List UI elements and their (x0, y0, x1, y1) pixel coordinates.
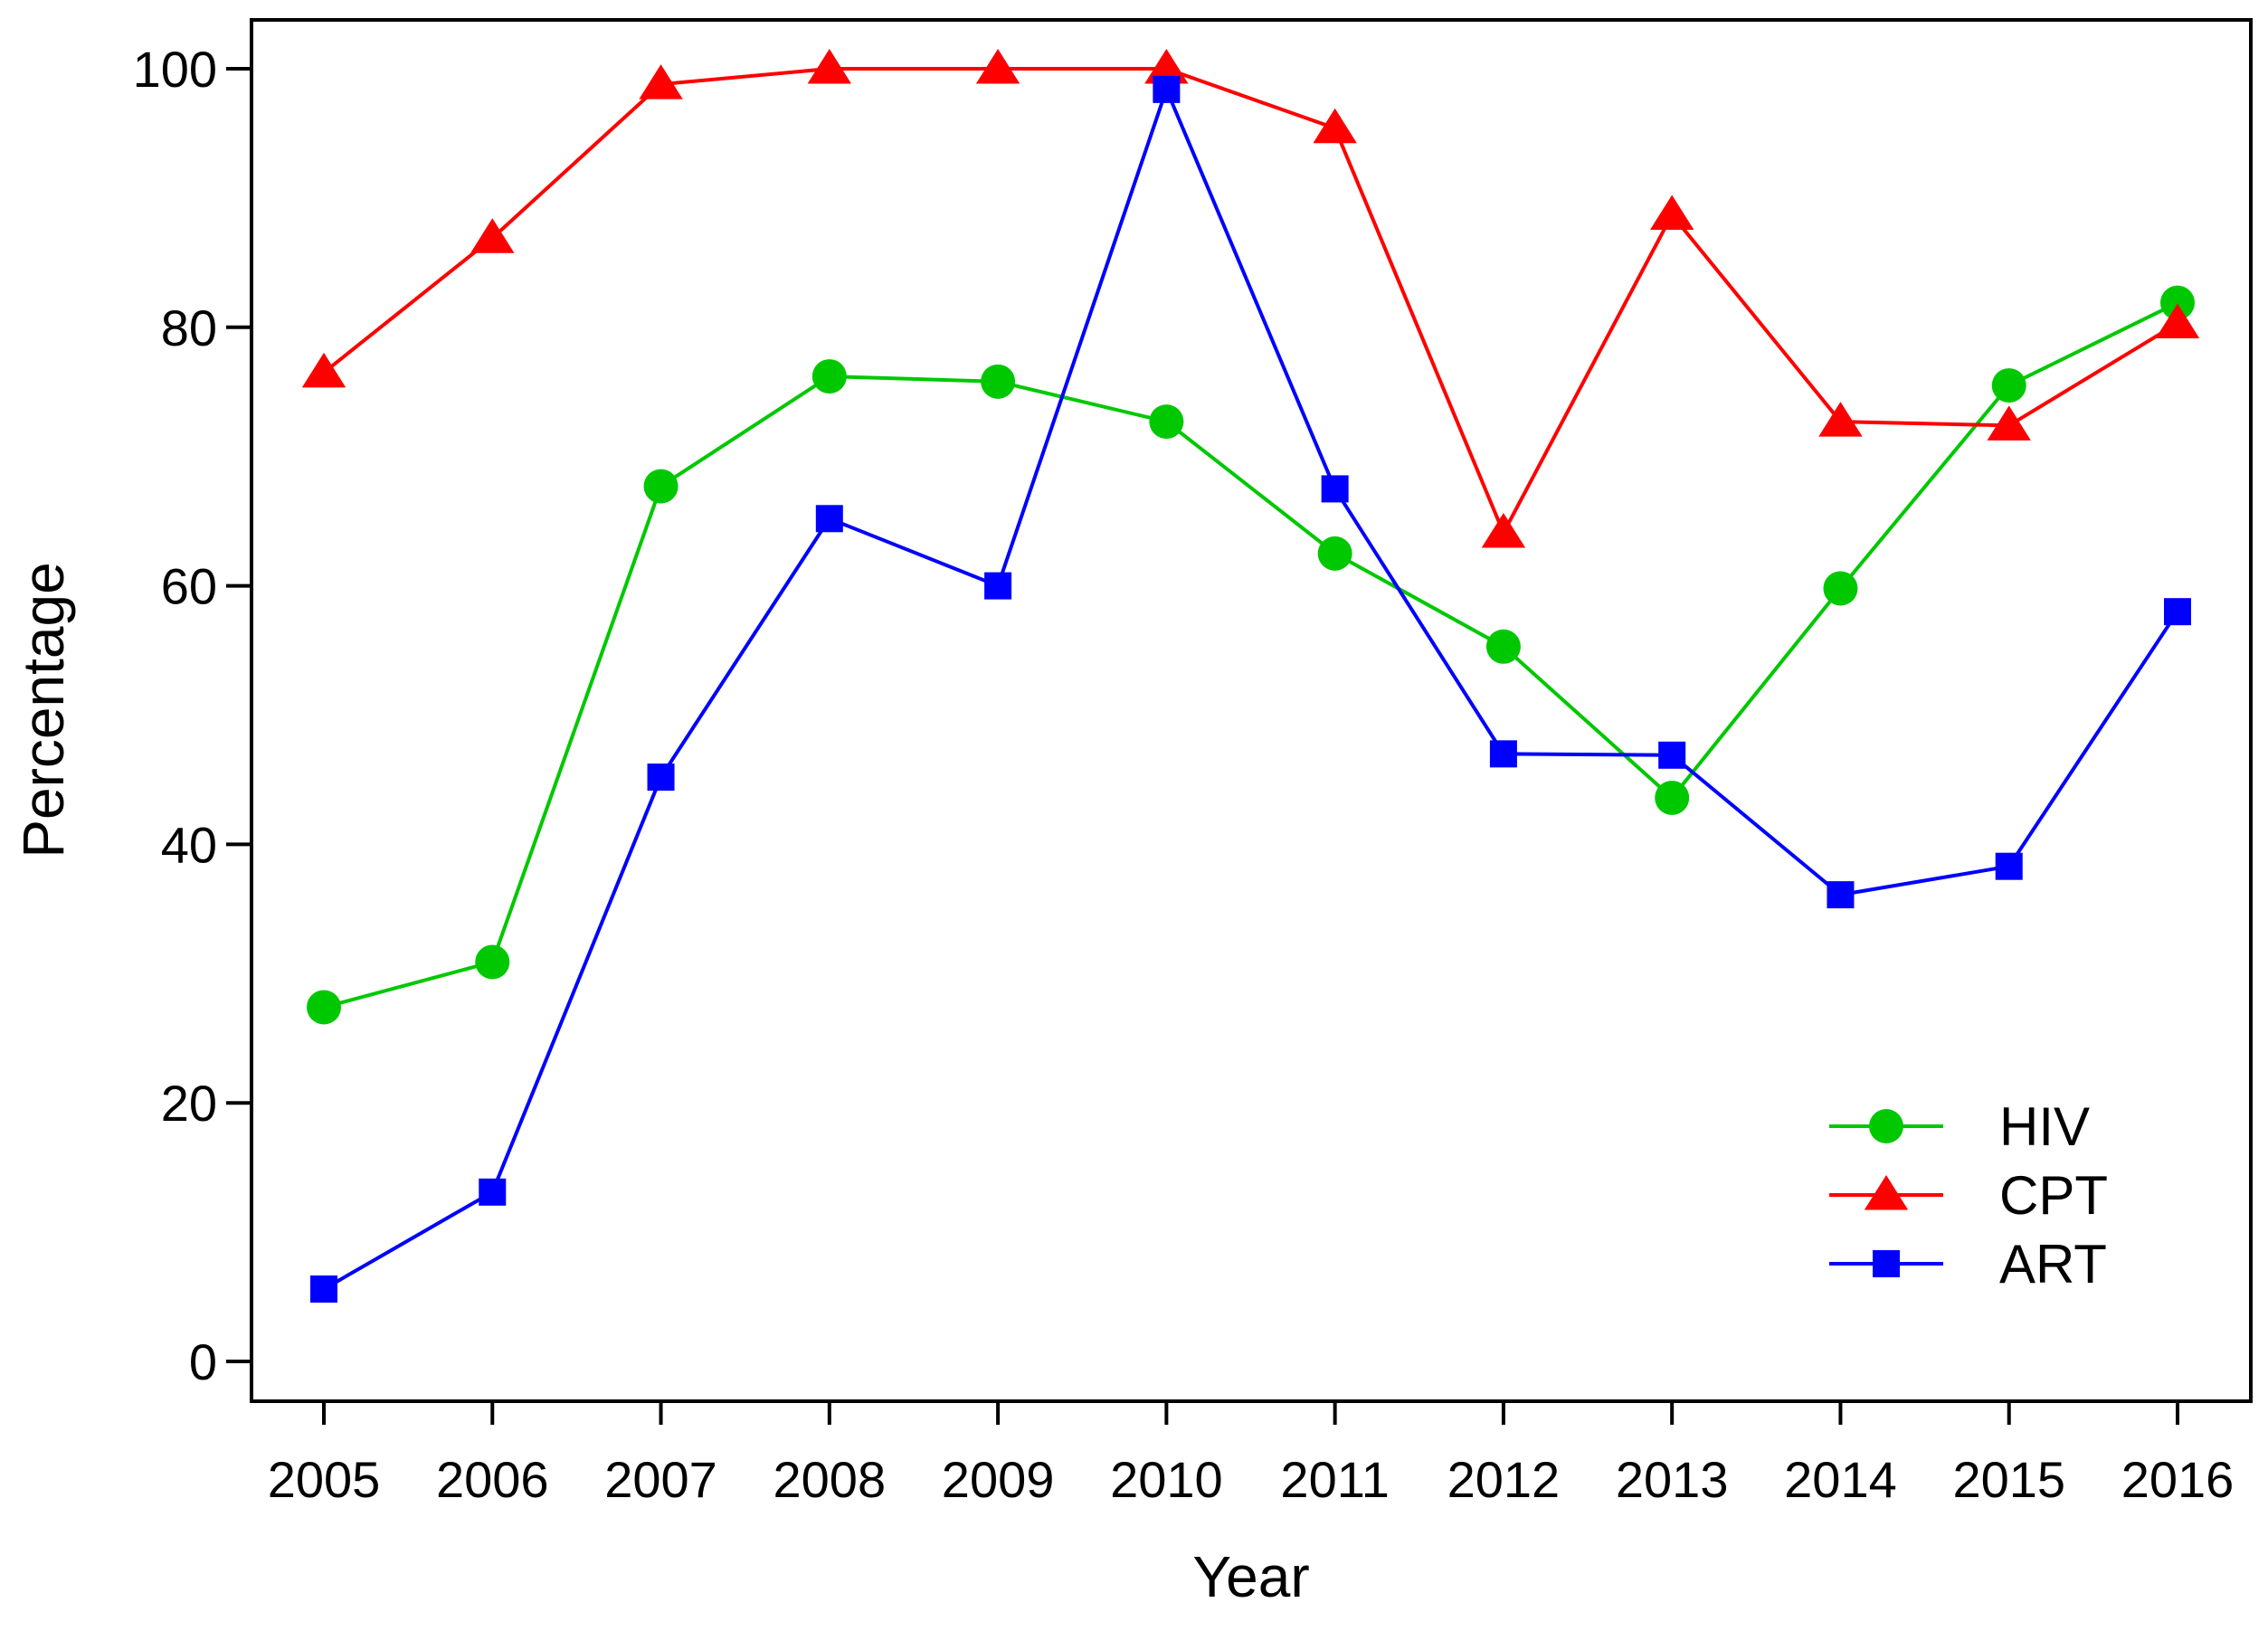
data-point-cpt (2155, 303, 2200, 339)
data-point-art (479, 1178, 507, 1206)
series-line-cpt (322, 67, 2179, 537)
data-point-hiv (811, 359, 847, 394)
data-point-cpt (1649, 194, 1694, 230)
data-point-hiv (475, 944, 510, 980)
data-point-hiv (1991, 368, 2026, 403)
y-tick-label: 100 (133, 41, 217, 98)
legend-label-hiv: HIV (1999, 1096, 2090, 1157)
x-tick-label: 2014 (1784, 1451, 1897, 1508)
data-point-cpt (639, 64, 683, 100)
y-axis-title: Percentage (11, 562, 76, 858)
legend: HIV CPT ART (1829, 1096, 2108, 1294)
data-point-art (815, 505, 843, 533)
y-tick-label: 60 (161, 558, 217, 615)
x-tick-label: 2006 (436, 1451, 549, 1508)
legend-entry-hiv: HIV (1829, 1096, 2090, 1157)
data-point-art (2164, 598, 2191, 626)
y-axis: 0 20 40 60 80 100 (133, 41, 251, 1390)
series-art (310, 75, 2191, 1303)
series-layer (301, 49, 2200, 1303)
x-tick-label: 2011 (1280, 1451, 1389, 1508)
data-point-hiv (307, 990, 341, 1025)
data-point-cpt (1818, 402, 1863, 437)
x-axis-title: Year (1192, 1544, 1309, 1609)
y-tick-label: 0 (189, 1333, 217, 1390)
data-point-art (310, 1275, 337, 1303)
data-point-art (1321, 475, 1349, 503)
data-point-art (1489, 740, 1517, 768)
data-point-cpt (301, 352, 346, 388)
data-point-art (1827, 881, 1855, 909)
legend-label-art: ART (1999, 1234, 2107, 1294)
x-tick-label: 2012 (1447, 1451, 1561, 1508)
data-point-cpt (1313, 108, 1357, 144)
legend-entry-art: ART (1829, 1234, 2107, 1294)
series-hiv (307, 285, 2195, 1025)
data-point-cpt (807, 49, 852, 84)
data-point-hiv (1485, 629, 1521, 664)
series-cpt (301, 49, 2200, 548)
x-tick-label: 2009 (942, 1451, 1055, 1508)
data-point-hiv (1655, 780, 1690, 815)
data-point-hiv (1823, 571, 1858, 606)
data-point-hiv (1149, 404, 1184, 440)
x-axis: 2005 2006 2007 2008 2009 2010 2011 2012 2013 2014… (268, 1401, 2235, 1508)
series-line-hiv (323, 300, 2178, 1010)
data-point-cpt (1481, 513, 1526, 548)
data-point-art (984, 572, 1012, 600)
series-line-art (323, 84, 2179, 1291)
data-point-hiv (643, 469, 679, 504)
y-tick-label: 20 (161, 1075, 217, 1132)
x-tick-label: 2005 (268, 1451, 381, 1508)
data-point-cpt (1987, 405, 2031, 441)
legend-marker-cpt (1864, 1175, 1909, 1210)
data-point-cpt (1144, 49, 1189, 84)
legend-marker-hiv (1869, 1109, 1903, 1143)
x-tick-label: 2007 (604, 1451, 717, 1508)
x-tick-label: 2015 (1952, 1451, 2065, 1508)
legend-marker-art (1873, 1250, 1900, 1277)
y-tick-label: 80 (161, 299, 217, 356)
legend-entry-cpt: CPT (1829, 1165, 2108, 1226)
x-tick-label: 2013 (1616, 1451, 1729, 1508)
data-point-art (1658, 741, 1686, 769)
x-tick-label: 2016 (2121, 1451, 2235, 1508)
data-point-art (1995, 852, 2023, 880)
x-tick-label: 2010 (1110, 1451, 1223, 1508)
data-point-art (647, 763, 675, 792)
y-tick-label: 40 (161, 816, 217, 873)
plot-frame (250, 18, 2253, 1403)
data-point-hiv (1317, 536, 1352, 571)
data-point-hiv (2160, 285, 2195, 320)
data-point-cpt (975, 49, 1020, 84)
data-point-cpt (470, 218, 515, 253)
x-tick-label: 2008 (773, 1451, 887, 1508)
legend-label-cpt: CPT (1999, 1165, 2108, 1226)
data-point-hiv (981, 364, 1016, 399)
data-point-art (1153, 75, 1181, 103)
